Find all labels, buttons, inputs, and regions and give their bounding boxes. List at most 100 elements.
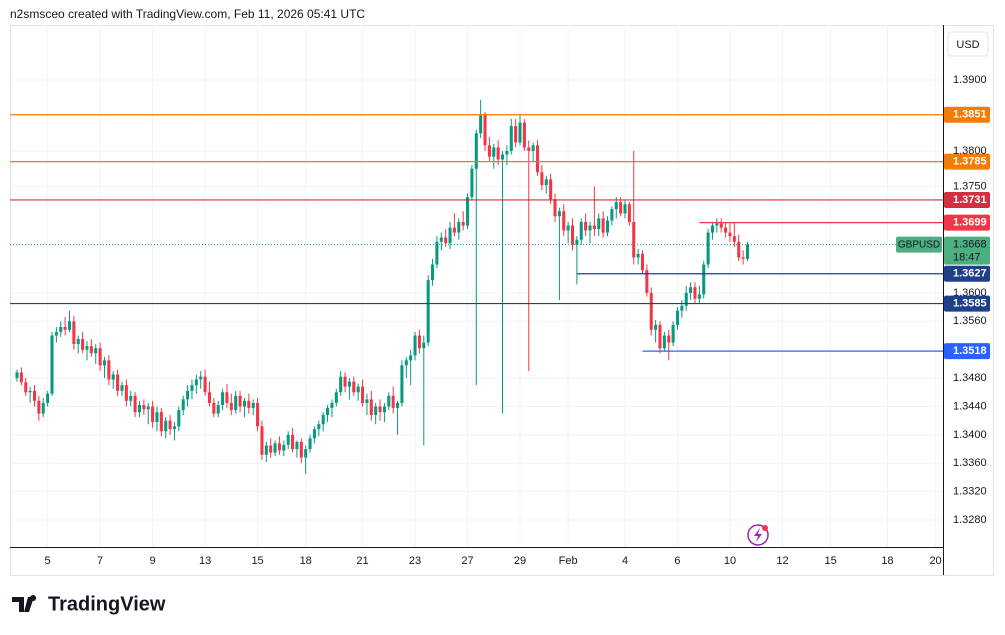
candle bbox=[356, 383, 360, 401]
candle-body bbox=[361, 386, 365, 403]
candle-body bbox=[76, 339, 80, 345]
candle bbox=[50, 331, 54, 396]
candle bbox=[24, 378, 28, 396]
candle-body bbox=[732, 236, 736, 242]
candle-body bbox=[417, 335, 421, 349]
candle bbox=[374, 402, 378, 425]
candle bbox=[605, 216, 610, 237]
candle bbox=[396, 400, 400, 435]
candle bbox=[483, 111, 487, 151]
level-label: 1.3785 bbox=[953, 156, 987, 168]
candle-body bbox=[518, 122, 522, 143]
candle-body bbox=[374, 406, 378, 415]
x-tick-label: 4 bbox=[622, 555, 628, 567]
candle-body bbox=[28, 390, 32, 393]
candle bbox=[610, 206, 614, 226]
candle-body bbox=[326, 407, 330, 415]
candle-body bbox=[137, 405, 142, 413]
candle bbox=[500, 150, 505, 414]
candle bbox=[203, 369, 207, 396]
candle-body bbox=[444, 237, 448, 244]
candle bbox=[277, 436, 281, 455]
candle bbox=[67, 310, 72, 332]
level-label-box bbox=[944, 214, 990, 231]
candle bbox=[645, 264, 649, 297]
y-tick-label: 1.3360 bbox=[953, 457, 987, 469]
candle-body bbox=[286, 434, 290, 445]
candle bbox=[107, 355, 111, 386]
candle bbox=[592, 186, 596, 237]
currency-label[interactable]: USD bbox=[956, 39, 979, 51]
x-tick-label: 18 bbox=[300, 555, 312, 567]
candle bbox=[535, 140, 540, 176]
plot-area bbox=[10, 25, 943, 547]
candle-body bbox=[452, 227, 456, 233]
candle-body bbox=[102, 360, 107, 366]
candle bbox=[658, 321, 662, 354]
alert-icon[interactable] bbox=[747, 524, 769, 546]
candle-body bbox=[636, 253, 640, 258]
candle-body bbox=[207, 392, 211, 403]
candle-body bbox=[334, 392, 338, 403]
candle-body bbox=[159, 412, 163, 432]
candle bbox=[321, 412, 325, 432]
candle bbox=[518, 115, 522, 146]
level-label-box bbox=[944, 106, 990, 123]
candle bbox=[190, 379, 194, 400]
candle-body bbox=[422, 342, 426, 349]
candle bbox=[19, 367, 23, 386]
candle-body bbox=[706, 232, 710, 265]
x-tick-label: 10 bbox=[724, 555, 736, 567]
candle-body bbox=[186, 390, 190, 400]
candle-body bbox=[352, 381, 356, 393]
candle bbox=[466, 193, 470, 230]
candle bbox=[702, 260, 706, 299]
candle-body bbox=[487, 145, 491, 157]
price-labels: 1.3851 1.3785 1.3731 1.3699 1.3627 1.3585 1.35… bbox=[896, 106, 990, 360]
y-tick-label: 1.3480 bbox=[953, 372, 987, 384]
last-price-box bbox=[944, 236, 990, 265]
x-tick-label: 9 bbox=[150, 555, 156, 567]
x-tick-label: 7 bbox=[97, 555, 103, 567]
candle bbox=[509, 119, 513, 155]
candle-body bbox=[212, 402, 216, 414]
candle bbox=[308, 434, 312, 453]
candle bbox=[181, 395, 185, 415]
candle-body bbox=[242, 400, 246, 407]
currency-button[interactable] bbox=[947, 31, 989, 57]
candle-body bbox=[391, 395, 395, 408]
candle bbox=[382, 402, 386, 423]
candle-body bbox=[719, 223, 723, 228]
x-tick-label: 13 bbox=[199, 555, 211, 567]
candle bbox=[102, 356, 107, 379]
candle bbox=[627, 202, 631, 226]
candle-body bbox=[124, 385, 128, 401]
candle-body bbox=[439, 237, 443, 242]
candle bbox=[116, 369, 120, 396]
candle bbox=[684, 285, 688, 311]
candle-body bbox=[540, 172, 544, 186]
candle bbox=[732, 221, 736, 247]
candle bbox=[623, 200, 627, 219]
symbol-label: GBPUSD bbox=[898, 239, 940, 250]
candle bbox=[584, 213, 588, 237]
candle-body bbox=[623, 204, 627, 214]
candle bbox=[194, 374, 198, 394]
candle-body bbox=[216, 405, 220, 414]
candle bbox=[129, 390, 133, 407]
alert-bolt[interactable] bbox=[754, 528, 762, 542]
candle bbox=[361, 379, 365, 407]
candle bbox=[409, 349, 413, 386]
candle-body bbox=[387, 395, 391, 407]
y-tick-label: 1.3750 bbox=[953, 180, 987, 192]
candle-body bbox=[413, 335, 417, 356]
candle-body bbox=[63, 326, 67, 330]
candle bbox=[527, 140, 531, 371]
y-tick-label: 1.3560 bbox=[953, 315, 987, 327]
candle bbox=[133, 392, 137, 418]
candle bbox=[675, 307, 680, 330]
candle-body bbox=[535, 145, 540, 173]
logo-mark bbox=[12, 595, 37, 612]
alert-dot[interactable] bbox=[762, 525, 768, 531]
